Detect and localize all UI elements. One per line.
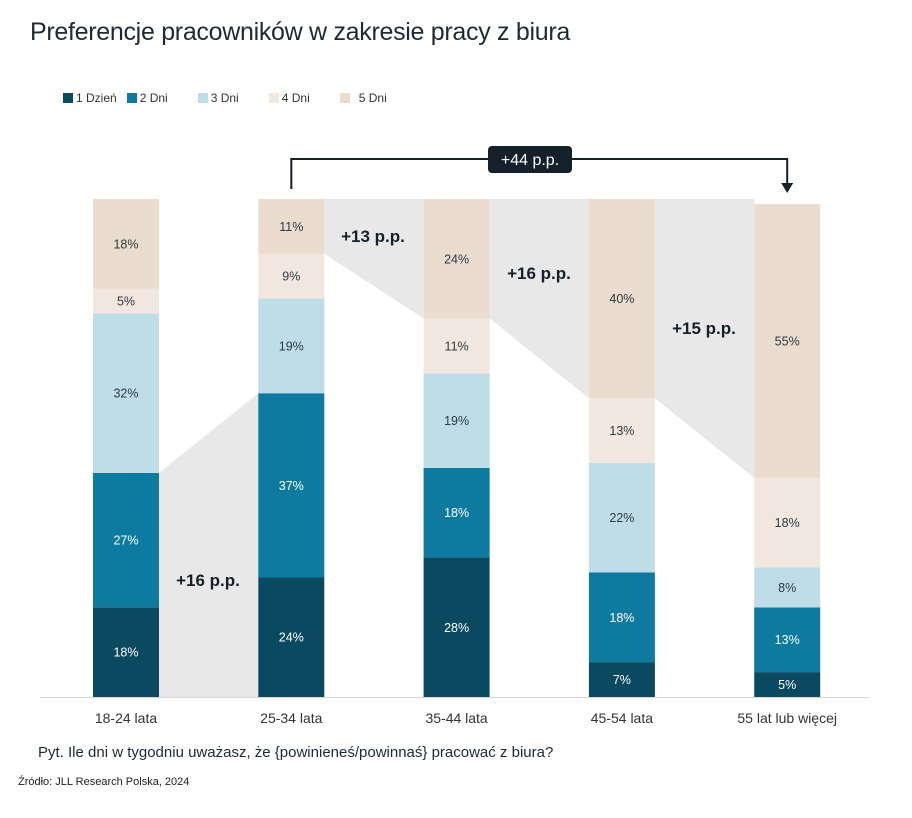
data-label: 9% [282,270,300,284]
bar-segment [588,662,655,697]
bracket-badge [488,146,572,173]
data-label: 24% [279,631,304,645]
bar-segment [423,467,490,558]
x-tick-label: 35-44 lata [425,710,487,726]
data-label: 32% [113,387,138,401]
x-axis: 18-24 lata 25-34 lata 35-44 lata 45-54 lata… [40,697,870,726]
bar-segment [258,199,325,254]
legend-item-5-dni: 5 Dni [339,91,387,105]
data-label: 18% [444,506,469,520]
change-annotation: +15 p.p. [672,319,736,338]
data-label: 18% [775,516,800,530]
data-label: 18% [609,611,634,625]
band-45-54-to-55-plus [654,199,755,478]
data-label: 8% [778,581,796,595]
legend-label: 5 Dni [358,91,387,105]
legend-item-2-dni: 2 Dni [126,91,168,105]
bar-segment [93,472,159,608]
bar-segment [423,557,490,697]
band-18-24-to-25-34 [159,393,259,697]
data-label: 18% [113,646,138,660]
bars: 18% 27% 32% 5% 18% 24% 37% 19% 9% 11% 28% 18% 19% 11%… [93,199,821,697]
legend-item-3-dni: 3 Dni [197,91,239,105]
band-35-44-to-45-54 [489,199,589,399]
legend-swatch [339,93,350,103]
data-label: 7% [613,673,631,687]
legend-swatch [63,93,73,103]
bar-segment [754,567,821,608]
x-tick-label: 18-24 lata [95,710,157,726]
bar-segment [258,393,325,578]
bar-segment [258,577,325,697]
legend-label: 3 Dni [210,91,239,105]
data-label: 28% [444,621,469,635]
arrow-down-icon [781,183,794,193]
survey-question: Pyt. Ile dni w tygodniu uważasz, że {pow… [38,744,554,761]
data-label: 27% [113,534,138,548]
data-label: 19% [444,414,469,428]
bar-segment [754,203,821,478]
data-label: 40% [609,292,634,306]
data-label: 5% [117,295,135,309]
legend-label: 2 Dni [139,91,168,105]
bar-segment [754,477,821,568]
data-label: 24% [444,252,469,266]
legend-item-1-dzien: 1 Dzień [63,91,117,105]
legend-swatch [197,93,208,103]
comparison-bands [159,199,755,697]
annotations: +16 p.p. +13 p.p. +16 p.p. +15 p.p. +44 p.p. [176,146,794,590]
data-label: 19% [279,339,304,353]
bar-segment [754,607,821,673]
bar-segment [588,398,655,463]
bar-segment [258,253,325,299]
bar-segment [93,199,159,289]
source-note: Źródło: JLL Research Polska, 2024 [18,776,190,788]
change-annotation: +13 p.p. [341,227,405,246]
bar-segment [588,199,655,399]
bar-segment [93,288,159,314]
bar-segment [423,318,490,374]
bar-segment [423,199,490,319]
legend-swatch [268,93,279,103]
legend: 1 Dzień 2 Dni 3 Dni 4 Dni 5 Dni [63,91,387,105]
data-label: 22% [609,511,634,525]
bar-segment [258,298,325,394]
chart-title: Preferencje pracowników w zakresie pracy… [30,18,570,46]
bar-segment [588,462,655,573]
band-25-34-to-35-44 [324,199,424,319]
x-tick-label: 25-34 lata [260,710,322,726]
x-tick-label: 45-54 lata [591,710,653,726]
change-annotation: +16 p.p. [176,571,240,590]
change-annotation: +16 p.p. [507,264,571,283]
x-tick-label: 55 lat lub więcej [737,710,837,726]
bar-segment [588,572,655,663]
legend-item-4-dni: 4 Dni [268,91,310,105]
bar-segment [423,373,490,468]
legend-label: 1 Dzień [76,91,117,105]
data-label: 55% [775,334,800,348]
legend-swatch [126,93,137,103]
data-label: 11% [445,339,469,353]
bar-segment [93,313,159,473]
data-label: 37% [279,479,304,493]
bar-segment [754,672,821,697]
data-label: 18% [113,237,138,251]
data-label: 13% [609,424,634,438]
data-label: 5% [778,678,796,692]
data-label: 11% [279,220,303,234]
bracket-label: +44 p.p. [501,152,559,169]
legend-label: 4 Dni [281,91,310,105]
data-label: 13% [775,633,800,647]
bar-segment [93,607,159,697]
